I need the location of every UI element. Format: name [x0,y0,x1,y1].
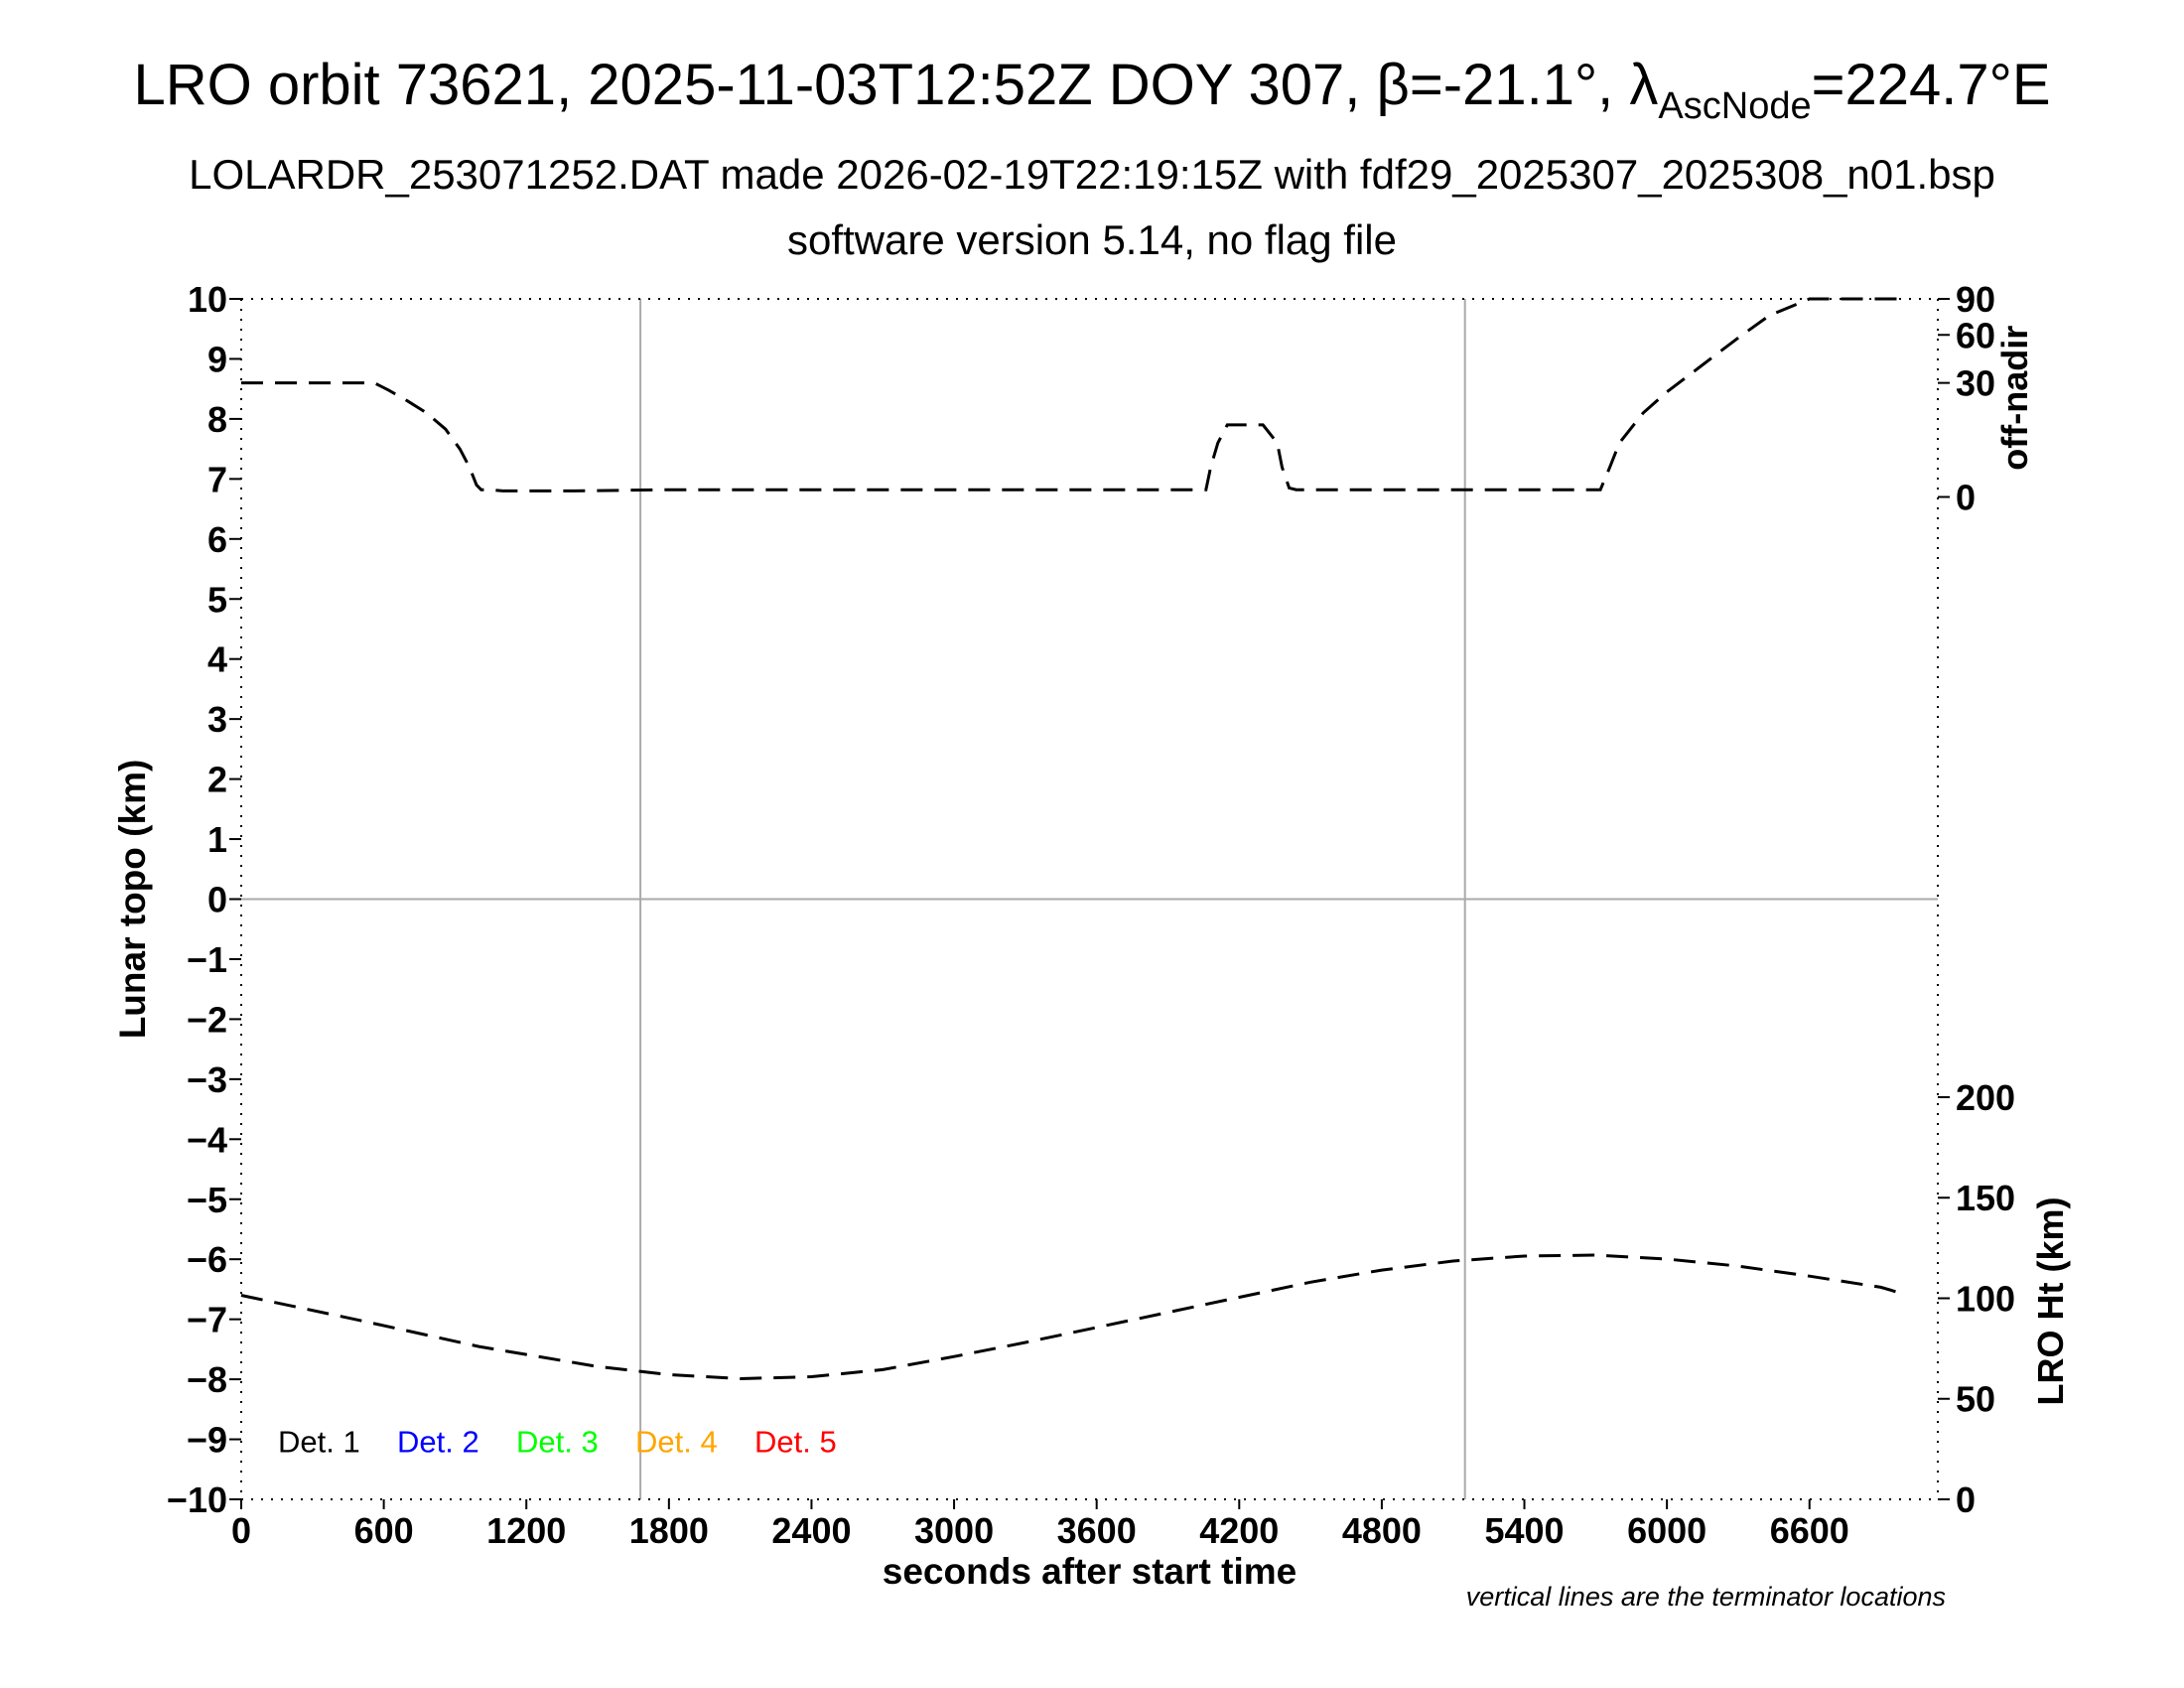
chart-title: LRO orbit 73621, 2025-11-03T12:52Z DOY 3… [133,53,2051,127]
x-tick-label: 0 [231,1510,251,1551]
offnadir-tick-label: 0 [1956,477,1976,517]
x-axis-label: seconds after start time [883,1551,1297,1592]
offnadir-axis-label: off-nadir [1994,326,2035,471]
x-tick-label: 4200 [1199,1510,1279,1551]
y-tick-label: −9 [187,1420,227,1461]
height-tick-label: 100 [1956,1278,2015,1319]
y-axis-label: Lunar topo (km) [112,760,153,1040]
y-tick-label: −4 [187,1119,227,1160]
x-tick-label: 1800 [629,1510,709,1551]
legend-item-det-1: Det. 1 [278,1425,360,1460]
y-tick-label: −5 [187,1180,227,1220]
y-tick-label: 10 [188,279,227,320]
x-tick-label: 2400 [771,1510,851,1551]
y-tick-label: −8 [187,1359,227,1400]
height-tick-label: 50 [1956,1379,1995,1420]
y-tick-label: 2 [207,760,227,800]
offnadir-series-line [241,297,1905,492]
legend-item-det-4: Det. 4 [635,1425,718,1460]
x-tick-label: 6600 [1770,1510,1849,1551]
legend-item-det-2: Det. 2 [397,1425,479,1460]
x-tick-label: 4800 [1342,1510,1422,1551]
y-tick-label: 0 [207,880,227,920]
y-tick-label: 3 [207,699,227,740]
x-tick-label: 1200 [486,1510,566,1551]
lro-height-series-line [240,1253,1905,1381]
x-tick-label: 5400 [1484,1510,1564,1551]
offnadir-tick-label: 90 [1956,279,1995,320]
offnadir-tick-label: 60 [1956,315,1995,355]
y-tick-label: 9 [207,339,227,379]
y-tick-label: −7 [187,1300,227,1340]
x-tick-label: 3600 [1057,1510,1137,1551]
x-tick-label: 3000 [914,1510,994,1551]
chart-subtitle-file: LOLARDR_253071252.DAT made 2026-02-19T22… [189,151,1995,198]
y-tick-label: −2 [187,999,227,1040]
height-tick-label: 0 [1956,1479,1976,1520]
legend-item-det-5: Det. 5 [754,1425,837,1460]
terminator-footnote: vertical lines are the terminator locati… [1465,1582,1946,1612]
x-tick-label: 6000 [1627,1510,1706,1551]
y-tick-label: −3 [187,1059,227,1100]
y-tick-label: 1 [207,819,227,860]
x-tick-label: 600 [354,1510,414,1551]
height-tick-label: 200 [1956,1077,2015,1118]
y-tick-label: 5 [207,579,227,620]
y-tick-label: −1 [187,939,227,980]
legend-item-det-3: Det. 3 [516,1425,599,1460]
y-tick-label: 7 [207,459,227,499]
y-tick-label: 6 [207,519,227,560]
offnadir-tick-label: 30 [1956,363,1995,404]
y-tick-label: −6 [187,1239,227,1280]
chart-subtitle-version: software version 5.14, no flag file [786,216,1397,263]
height-axis-label: LRO Ht (km) [2030,1197,2071,1406]
y-tick-label: −10 [167,1479,227,1520]
y-tick-label: 4 [207,639,227,680]
y-tick-label: 8 [207,399,227,440]
height-tick-label: 150 [1956,1178,2015,1218]
